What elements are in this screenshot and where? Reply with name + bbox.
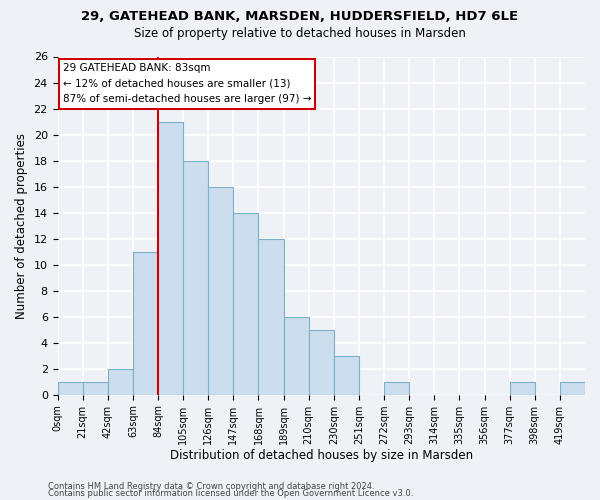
Bar — [259, 238, 284, 394]
Bar — [208, 186, 233, 394]
Bar — [284, 316, 309, 394]
Bar — [183, 160, 208, 394]
Bar — [58, 382, 83, 394]
Bar — [133, 252, 158, 394]
Bar — [233, 212, 259, 394]
Bar — [560, 382, 585, 394]
Bar — [83, 382, 108, 394]
Text: Contains HM Land Registry data © Crown copyright and database right 2024.: Contains HM Land Registry data © Crown c… — [48, 482, 374, 491]
X-axis label: Distribution of detached houses by size in Marsden: Distribution of detached houses by size … — [170, 450, 473, 462]
Y-axis label: Number of detached properties: Number of detached properties — [15, 132, 28, 318]
Bar — [309, 330, 334, 394]
Bar — [334, 356, 359, 395]
Text: Size of property relative to detached houses in Marsden: Size of property relative to detached ho… — [134, 28, 466, 40]
Bar — [509, 382, 535, 394]
Text: 29, GATEHEAD BANK, MARSDEN, HUDDERSFIELD, HD7 6LE: 29, GATEHEAD BANK, MARSDEN, HUDDERSFIELD… — [82, 10, 518, 23]
Bar — [384, 382, 409, 394]
Text: 29 GATEHEAD BANK: 83sqm
← 12% of detached houses are smaller (13)
87% of semi-de: 29 GATEHEAD BANK: 83sqm ← 12% of detache… — [63, 64, 311, 104]
Text: Contains public sector information licensed under the Open Government Licence v3: Contains public sector information licen… — [48, 488, 413, 498]
Bar — [108, 368, 133, 394]
Bar — [158, 122, 183, 394]
